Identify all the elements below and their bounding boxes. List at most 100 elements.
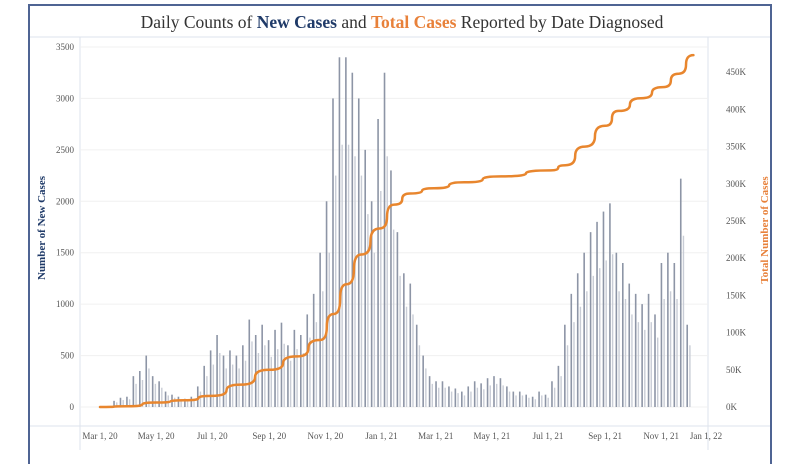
new-cases-bar	[663, 299, 665, 407]
x-tick-label: May 1, 21	[474, 431, 511, 441]
new-cases-bar	[270, 356, 272, 407]
new-cases-bar	[454, 388, 457, 407]
new-cases-bar	[151, 376, 154, 407]
new-cases-bar	[473, 381, 476, 407]
new-cases-bar	[122, 400, 124, 407]
y2-tick-label: 0K	[726, 402, 738, 412]
y-tick-label: 0	[70, 402, 75, 412]
new-cases-bar	[525, 394, 527, 407]
new-cases-bar	[190, 396, 193, 407]
new-cases-bar	[261, 324, 263, 407]
new-cases-bar	[583, 252, 585, 407]
new-cases-bar	[264, 345, 266, 407]
new-cases-bar	[557, 365, 560, 407]
new-cases-bar	[212, 364, 215, 407]
new-cases-bar	[235, 355, 238, 407]
new-cases-bar	[650, 322, 652, 407]
new-cases-bar	[174, 397, 176, 407]
new-cases-bar	[441, 381, 444, 407]
new-cases-bar	[547, 397, 549, 407]
y2-tick-label: 400K	[726, 104, 747, 114]
new-cases-bar	[277, 349, 279, 407]
new-cases-bar	[521, 395, 524, 407]
new-cases-bar	[489, 385, 491, 407]
y-tick-label: 3000	[56, 93, 75, 103]
chart-frame: Daily Counts of New Cases and Total Case…	[28, 4, 772, 464]
new-cases-bar	[383, 72, 386, 407]
new-cases-bar	[570, 293, 573, 407]
new-cases-bar	[457, 393, 459, 407]
new-cases-bar	[347, 144, 350, 407]
new-cases-bar	[248, 319, 251, 407]
new-cases-bar	[435, 381, 437, 407]
new-cases-bar	[392, 229, 395, 407]
y2-tick-label: 450K	[726, 67, 747, 77]
new-cases-bar	[199, 391, 202, 407]
new-cases-bar	[493, 376, 495, 407]
new-cases-bar	[345, 57, 347, 408]
new-cases-bar	[534, 399, 537, 407]
y-tick-label: 2500	[56, 145, 75, 155]
new-cases-bar	[370, 201, 373, 407]
new-cases-bar	[405, 306, 408, 407]
new-cases-bar	[203, 365, 205, 407]
new-cases-bar	[335, 175, 337, 407]
x-tick-label: May 1, 20	[138, 431, 175, 441]
new-cases-bar	[141, 380, 144, 407]
new-cases-bar	[605, 260, 607, 407]
new-cases-bar	[319, 252, 321, 407]
x-tick-label: Sep 1, 21	[588, 431, 622, 441]
new-cases-bar	[480, 383, 482, 407]
new-cases-bar	[448, 386, 450, 407]
y2-tick-label: 300K	[726, 179, 747, 189]
new-cases-bar	[622, 263, 624, 407]
new-cases-bar	[476, 387, 479, 407]
new-cases-bar	[669, 291, 672, 407]
y-tick-label: 1000	[56, 299, 75, 309]
new-cases-bar	[566, 345, 569, 407]
new-cases-bar	[296, 349, 298, 407]
new-cases-bar	[579, 306, 582, 407]
x-tick-label: Jul 1, 21	[533, 431, 564, 441]
new-cases-bar	[287, 345, 289, 407]
new-cases-bar	[518, 391, 521, 407]
new-cases-bar	[229, 350, 231, 407]
new-cases-bar	[541, 395, 543, 407]
new-cases-bar	[599, 268, 601, 407]
new-cases-bar	[219, 353, 221, 407]
new-cases-bar	[470, 391, 472, 407]
new-cases-bar	[193, 399, 195, 407]
new-cases-bar	[325, 201, 328, 407]
new-cases-bar	[428, 376, 431, 407]
new-cases-bar	[409, 283, 412, 407]
new-cases-bar	[289, 360, 292, 407]
x-tick-label: Jan 1, 22	[690, 431, 722, 441]
new-cases-bar	[644, 329, 646, 407]
y2-tick-label: 150K	[726, 290, 747, 300]
new-cases-bar	[312, 293, 315, 407]
new-cases-bar	[341, 144, 343, 407]
new-cases-bar	[351, 72, 354, 407]
new-cases-bar	[119, 397, 122, 407]
new-cases-bar	[158, 381, 160, 407]
new-cases-bar	[132, 376, 135, 407]
new-cases-bar	[679, 178, 682, 407]
new-cases-bar	[357, 98, 360, 407]
new-cases-bar	[609, 203, 611, 407]
total-cases-line	[98, 53, 695, 409]
new-cases-bar	[186, 400, 189, 407]
new-cases-bar	[624, 299, 627, 407]
new-cases-bar	[573, 322, 575, 407]
x-tick-label: Mar 1, 21	[418, 431, 453, 441]
y2-tick-label: 200K	[726, 253, 747, 263]
y2-tick-label: 350K	[726, 142, 747, 152]
new-cases-bar	[209, 350, 212, 407]
x-tick-label: Nov 1, 21	[643, 431, 679, 441]
new-cases-bar	[596, 221, 598, 407]
new-cases-bar	[560, 376, 562, 407]
new-cases-bar	[390, 170, 392, 407]
new-cases-bar	[628, 283, 631, 407]
new-cases-bar	[128, 399, 131, 407]
new-cases-bar	[364, 149, 366, 407]
new-cases-bar	[631, 314, 633, 407]
